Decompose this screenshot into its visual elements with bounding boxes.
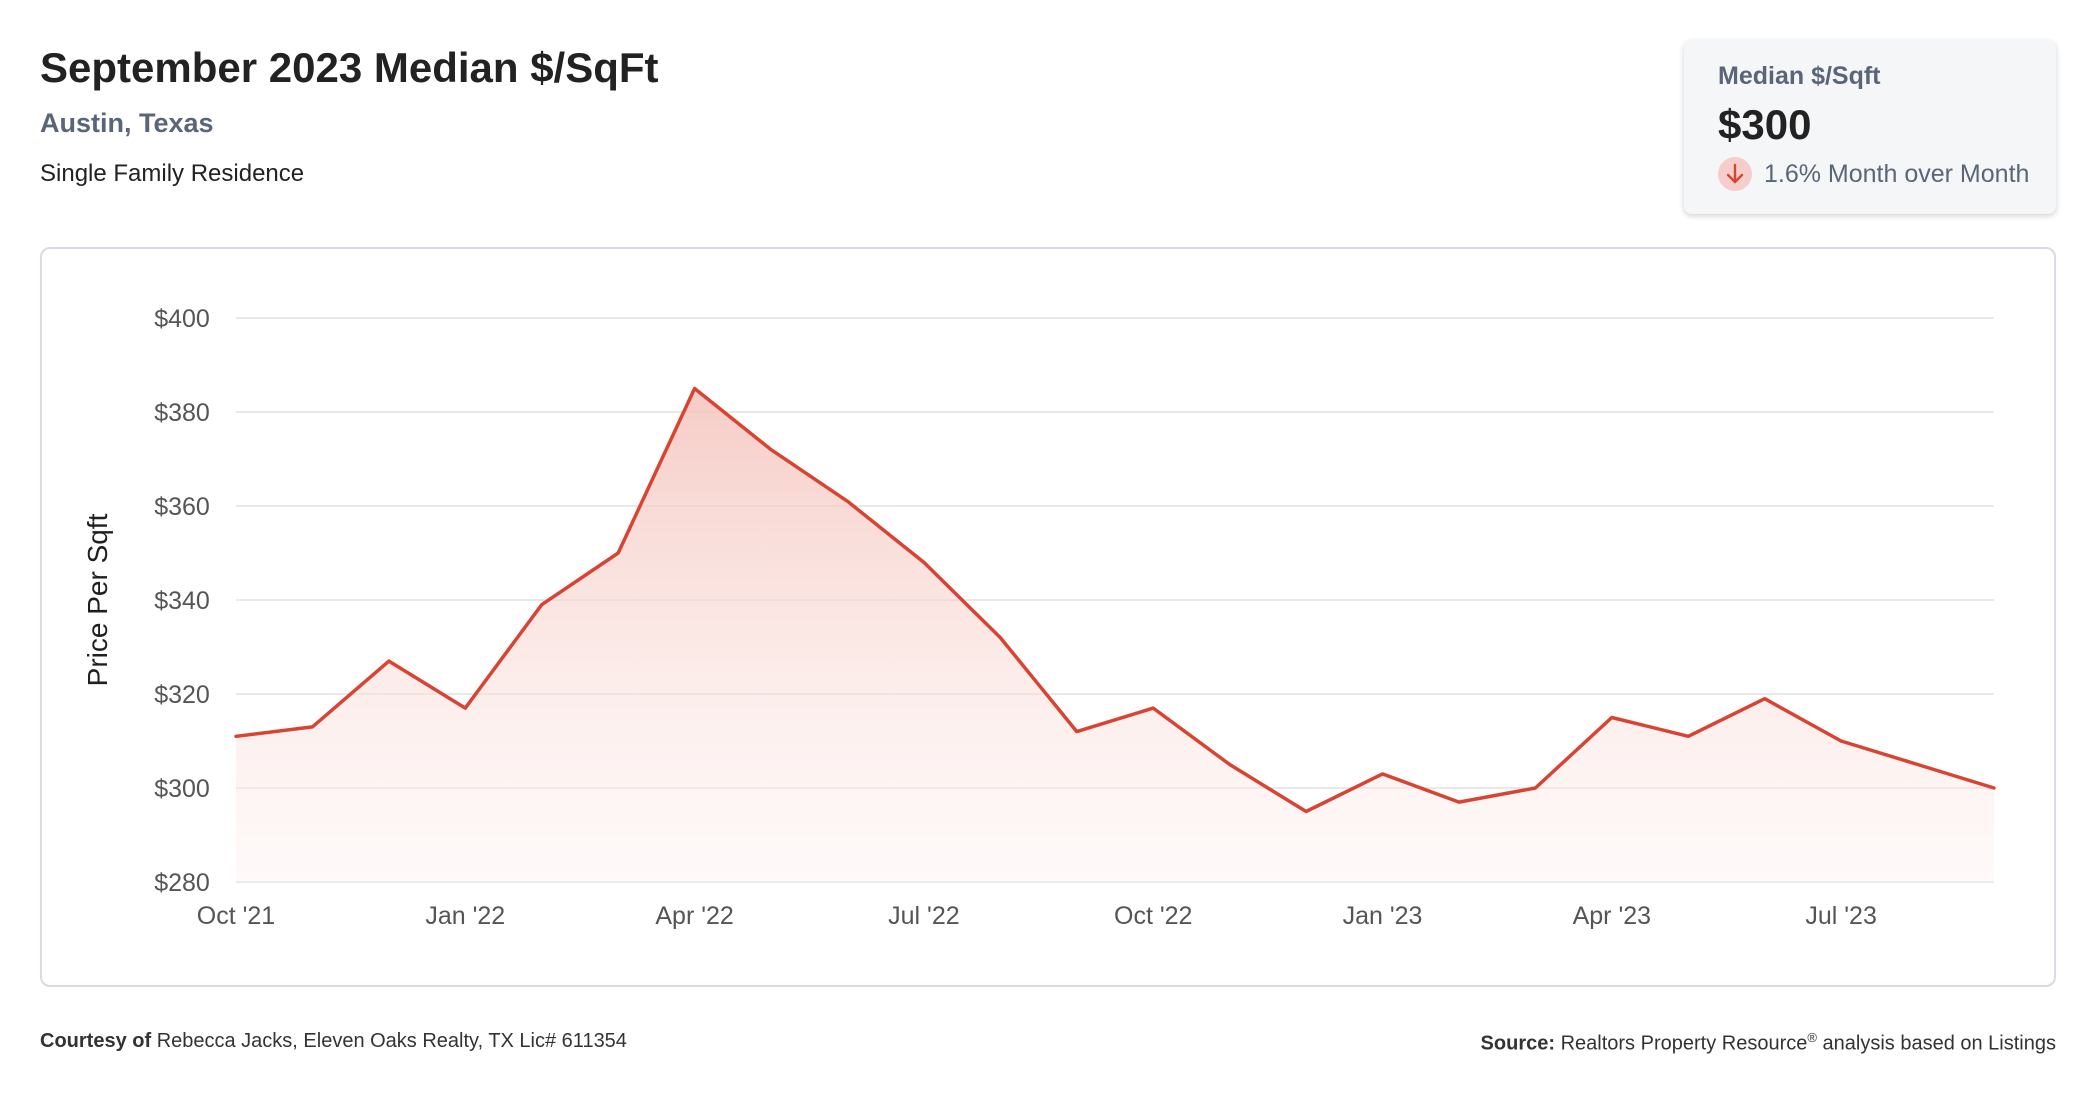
y-tick-label: $360 (154, 493, 210, 521)
x-tick-label: Oct '22 (1114, 902, 1192, 930)
x-tick-label: Jul '22 (888, 902, 959, 930)
x-tick-label: Jul '23 (1805, 902, 1876, 930)
x-tick-label: Apr '23 (1573, 902, 1651, 930)
y-tick-label: $340 (154, 587, 210, 615)
series-line (234, 386, 1996, 814)
page-title: September 2023 Median $/SqFt (40, 44, 659, 91)
x-tick-label: Jan '22 (425, 902, 505, 930)
source-text: Realtors Property Resource (1560, 1032, 1808, 1055)
y-axis-label: Price Per Sqft (82, 513, 113, 686)
kpi-label: Median $/Sqft (1718, 62, 1881, 90)
property-segment: Single Family Residence (40, 160, 305, 187)
x-tick-label: Jan '23 (1343, 902, 1423, 930)
kpi-change-text: 1.6% Month over Month (1764, 159, 2030, 188)
kpi-value: $300 (1718, 101, 1812, 148)
location-subtitle: Austin, Texas (40, 108, 214, 138)
y-tick-label: $300 (154, 775, 210, 803)
arrow-down-icon (1718, 157, 1752, 191)
courtesy-text: Rebecca Jacks, Eleven Oaks Realty, TX Li… (156, 1030, 627, 1052)
courtesy-label: Courtesy of (40, 1030, 152, 1052)
x-tick-label: Oct '21 (197, 902, 275, 930)
courtesy-footer: Courtesy of Rebecca Jacks, Eleven Oaks R… (40, 1030, 627, 1053)
y-tick-label: $280 (154, 869, 210, 897)
y-tick-label: $400 (154, 305, 210, 333)
registered-mark: ® (1807, 1030, 1817, 1045)
source-footer: Source: Realtors Property Resource® anal… (1481, 1030, 2056, 1056)
kpi-card: Median $/Sqft $300 1.6% Month over Month (1684, 40, 2056, 214)
median-price-chart: $280 $300 $320 $340 $360 $380 $400 Oct '21 Jan … (82, 305, 1996, 930)
x-tick-label: Apr '22 (655, 902, 733, 930)
series-area (236, 388, 1994, 882)
kpi-change: 1.6% Month over Month (1718, 157, 2056, 191)
source-label: Source: (1480, 1032, 1556, 1055)
y-tick-label: $320 (154, 681, 210, 709)
source-text-tail: analysis based on Listings (1822, 1032, 2056, 1055)
y-tick-label: $380 (154, 399, 210, 427)
